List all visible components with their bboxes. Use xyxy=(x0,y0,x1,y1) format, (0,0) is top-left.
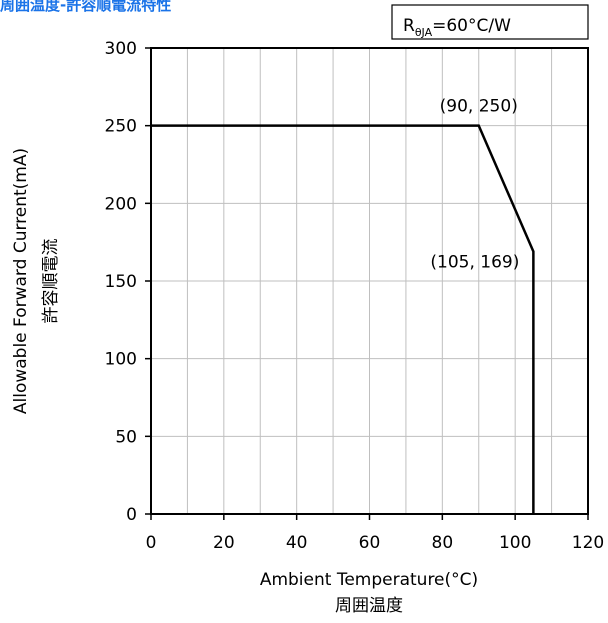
x-tick-label-40: 40 xyxy=(286,533,308,553)
annotation-1: (105, 169) xyxy=(430,252,519,272)
chart-title: 周囲温度-許容順電流特性 xyxy=(0,0,172,14)
ticks-layer: 0 20 40 60 80 100 120 0 50 100 150 200 250 300 xyxy=(105,39,605,553)
x-tick-label-80: 80 xyxy=(432,533,454,553)
y-tick-label-0: 0 xyxy=(126,505,137,525)
x-tick-label-60: 60 xyxy=(359,533,381,553)
x-tick-label-20: 20 xyxy=(213,533,235,553)
legend-text: RθJA=60°C/W xyxy=(403,16,511,39)
legend-sub: θJA xyxy=(415,26,433,39)
y-tick-label-100: 100 xyxy=(105,350,137,370)
series-line-0 xyxy=(151,124,535,514)
grid-lines xyxy=(151,48,588,514)
annotation-0: (90, 250) xyxy=(440,97,518,117)
y-tick-label-250: 250 xyxy=(105,117,137,137)
x-tick-label-120: 120 xyxy=(572,533,604,553)
legend-frame xyxy=(391,4,589,40)
x-tick-label-0: 0 xyxy=(146,533,157,553)
y-tick-label-150: 150 xyxy=(105,272,137,292)
y-tick-label-300: 300 xyxy=(105,39,137,59)
x-tick-label-100: 100 xyxy=(499,533,531,553)
x-axis-title: Ambient Temperature(°C) xyxy=(260,570,478,590)
series-layer xyxy=(151,124,535,514)
legend-main: R xyxy=(403,16,415,36)
y-tick-label-200: 200 xyxy=(105,194,137,214)
legend-rest: =60°C/W xyxy=(432,16,511,36)
annotations: (90, 250) (105, 169) xyxy=(430,97,519,273)
y-axis-title: Allowable Forward Current(mA) xyxy=(11,148,31,414)
y-tick-label-50: 50 xyxy=(115,427,137,447)
y-axis-title-jp: 許容順電流 xyxy=(41,239,61,324)
legend-box: RθJA=60°C/W xyxy=(391,4,589,40)
x-axis-title-jp: 周囲温度 xyxy=(335,596,403,616)
